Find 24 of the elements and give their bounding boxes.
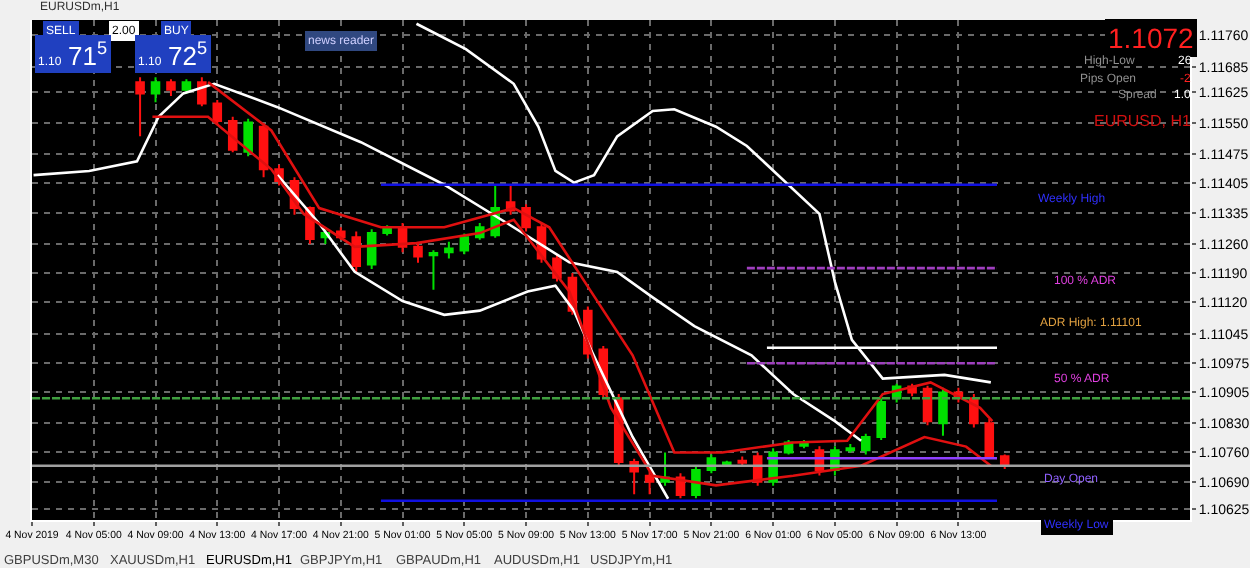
line-series <box>276 173 670 501</box>
candlestick <box>737 455 748 469</box>
candlestick <box>135 76 145 138</box>
candlestick <box>227 115 238 154</box>
candlestick <box>984 418 995 460</box>
candlestick <box>876 397 886 441</box>
candlestick <box>243 117 253 158</box>
candlestick <box>428 249 439 291</box>
candlestick <box>444 240 454 260</box>
candlestick <box>150 76 161 104</box>
candlestick <box>166 78 176 97</box>
line-series <box>415 22 993 384</box>
candlestick <box>644 470 655 496</box>
candlestick <box>845 443 856 454</box>
annotation: 1.1072 <box>1108 22 1195 54</box>
candlestick <box>351 230 362 275</box>
candlestick <box>413 242 423 264</box>
line-series <box>206 80 994 454</box>
candlestick <box>860 432 871 456</box>
candlestick <box>181 78 192 95</box>
candlestick <box>938 386 948 437</box>
candlestick <box>212 99 223 127</box>
line-series <box>151 115 993 487</box>
annotation: EURUSD, H1 <box>1094 112 1193 130</box>
